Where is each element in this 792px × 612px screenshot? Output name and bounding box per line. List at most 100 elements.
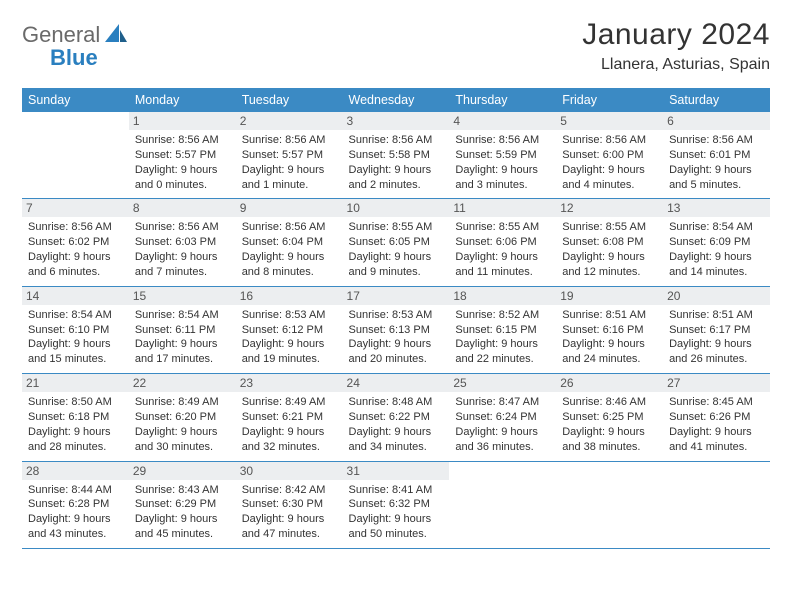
- day-number: 22: [129, 374, 236, 392]
- calendar-day-cell: 24Sunrise: 8:48 AMSunset: 6:22 PMDayligh…: [343, 374, 450, 461]
- daylight-line: Daylight: 9 hours and 4 minutes.: [562, 163, 657, 193]
- weekday-header: Saturday: [663, 88, 770, 112]
- logo-text: General Blue: [22, 24, 127, 70]
- calendar-week-row: 28Sunrise: 8:44 AMSunset: 6:28 PMDayligh…: [22, 461, 770, 548]
- calendar-week-row: 1 Sunrise: 8:56 AM Sunset: 5:57 PM Daylight…: [22, 112, 770, 199]
- daylight-line: Daylight: 9 hours and 2 minutes.: [349, 163, 444, 193]
- calendar-day-cell: 16Sunrise: 8:53 AMSunset: 6:12 PMDayligh…: [236, 286, 343, 373]
- calendar-day-cell: 2Sunrise: 8:56 AMSunset: 5:57 PMDaylight…: [236, 112, 343, 199]
- day-number: 20: [663, 287, 770, 305]
- calendar-week-row: 7Sunrise: 8:56 AMSunset: 6:02 PMDaylight…: [22, 199, 770, 286]
- daylight-line: Daylight: 9 hours and 6 minutes.: [28, 250, 123, 280]
- sunset-line: Sunset: 6:29 PM: [135, 497, 230, 512]
- daylight-line: Daylight: 9 hours and 22 minutes.: [455, 337, 550, 367]
- sunset-line: Sunset: 6:15 PM: [455, 323, 550, 338]
- day-number: 11: [449, 199, 556, 217]
- calendar-week-row: 21Sunrise: 8:50 AMSunset: 6:18 PMDayligh…: [22, 374, 770, 461]
- sunset-line: Sunset: 6:24 PM: [455, 410, 550, 425]
- daylight-line: Daylight: 9 hours and 47 minutes.: [242, 512, 337, 542]
- sunrise-line: Sunrise: 8:49 AM: [135, 395, 230, 410]
- calendar-day-cell: 28Sunrise: 8:44 AMSunset: 6:28 PMDayligh…: [22, 461, 129, 548]
- daylight-line: Daylight: 9 hours and 7 minutes.: [135, 250, 230, 280]
- calendar-day-cell: 19Sunrise: 8:51 AMSunset: 6:16 PMDayligh…: [556, 286, 663, 373]
- calendar-day-cell: 15Sunrise: 8:54 AMSunset: 6:11 PMDayligh…: [129, 286, 236, 373]
- page-title: January 2024: [582, 18, 770, 52]
- day-number: 27: [663, 374, 770, 392]
- sunset-line: Sunset: 6:20 PM: [135, 410, 230, 425]
- sunset-line: Sunset: 6:02 PM: [28, 235, 123, 250]
- sunset-line: Sunset: 6:13 PM: [349, 323, 444, 338]
- calendar-body: 1 Sunrise: 8:56 AM Sunset: 5:57 PM Daylight…: [22, 112, 770, 548]
- day-number: 15: [129, 287, 236, 305]
- calendar-day-cell: 5Sunrise: 8:56 AMSunset: 6:00 PMDaylight…: [556, 112, 663, 199]
- sunrise-line: Sunrise: 8:56 AM: [669, 133, 764, 148]
- daylight-line: Daylight: 9 hours and 8 minutes.: [242, 250, 337, 280]
- sunrise-line: Sunrise: 8:41 AM: [349, 483, 444, 498]
- sunset-line: Sunset: 6:05 PM: [349, 235, 444, 250]
- location-subtitle: Llanera, Asturias, Spain: [582, 56, 770, 74]
- daylight-line: Daylight: 9 hours and 28 minutes.: [28, 425, 123, 455]
- page: General Blue January 2024 Llanera, Astur…: [0, 0, 792, 567]
- sunset-line: Sunset: 6:01 PM: [669, 148, 764, 163]
- sunrise-line: Sunrise: 8:54 AM: [669, 220, 764, 235]
- sunset-line: Sunset: 6:04 PM: [242, 235, 337, 250]
- day-number: 4: [449, 112, 556, 130]
- sunset-line: Sunset: 6:30 PM: [242, 497, 337, 512]
- day-number: 3: [343, 112, 450, 130]
- sunset-line: Sunset: 6:32 PM: [349, 497, 444, 512]
- sunset-line: Sunset: 6:10 PM: [28, 323, 123, 338]
- sunrise-line: Sunrise: 8:42 AM: [242, 483, 337, 498]
- day-number: 12: [556, 199, 663, 217]
- logo: General Blue: [22, 18, 127, 70]
- calendar-day-cell: 8Sunrise: 8:56 AMSunset: 6:03 PMDaylight…: [129, 199, 236, 286]
- calendar-day-cell: 23Sunrise: 8:49 AMSunset: 6:21 PMDayligh…: [236, 374, 343, 461]
- day-number: 1: [129, 112, 236, 130]
- weekday-header: Monday: [129, 88, 236, 112]
- sunrise-line: Sunrise: 8:51 AM: [669, 308, 764, 323]
- day-number: 16: [236, 287, 343, 305]
- sunrise-line: Sunrise: 8:51 AM: [562, 308, 657, 323]
- daylight-line: Daylight: 9 hours and 45 minutes.: [135, 512, 230, 542]
- daylight-line: Daylight: 9 hours and 30 minutes.: [135, 425, 230, 455]
- sunset-line: Sunset: 6:00 PM: [562, 148, 657, 163]
- day-number: 25: [449, 374, 556, 392]
- day-number: 21: [22, 374, 129, 392]
- daylight-line: Daylight: 9 hours and 50 minutes.: [349, 512, 444, 542]
- daylight-line: Daylight: 9 hours and 9 minutes.: [349, 250, 444, 280]
- day-number: 24: [343, 374, 450, 392]
- daylight-line: Daylight: 9 hours and 26 minutes.: [669, 337, 764, 367]
- logo-word1: General: [22, 22, 100, 47]
- sunset-line: Sunset: 6:03 PM: [135, 235, 230, 250]
- calendar-day-cell: [449, 461, 556, 548]
- calendar-table: Sunday Monday Tuesday Wednesday Thursday…: [22, 88, 770, 549]
- sunset-line: Sunset: 6:18 PM: [28, 410, 123, 425]
- sunrise-line: Sunrise: 8:44 AM: [28, 483, 123, 498]
- daylight-line: Daylight: 9 hours and 24 minutes.: [562, 337, 657, 367]
- sunrise-line: Sunrise: 8:47 AM: [455, 395, 550, 410]
- daylight-line: Daylight: 9 hours and 15 minutes.: [28, 337, 123, 367]
- weekday-header: Tuesday: [236, 88, 343, 112]
- daylight-line: Daylight: 9 hours and 20 minutes.: [349, 337, 444, 367]
- day-number: 10: [343, 199, 450, 217]
- day-number: 17: [343, 287, 450, 305]
- sunset-line: Sunset: 6:06 PM: [455, 235, 550, 250]
- sunrise-line: Sunrise: 8:56 AM: [455, 133, 550, 148]
- calendar-day-cell: 21Sunrise: 8:50 AMSunset: 6:18 PMDayligh…: [22, 374, 129, 461]
- weekday-header-row: Sunday Monday Tuesday Wednesday Thursday…: [22, 88, 770, 112]
- calendar-day-cell: 9Sunrise: 8:56 AMSunset: 6:04 PMDaylight…: [236, 199, 343, 286]
- sunrise-line: Sunrise: 8:54 AM: [135, 308, 230, 323]
- daylight-line: Daylight: 9 hours and 41 minutes.: [669, 425, 764, 455]
- sunrise-line: Sunrise: 8:43 AM: [135, 483, 230, 498]
- calendar-day-cell: 6Sunrise: 8:56 AMSunset: 6:01 PMDaylight…: [663, 112, 770, 199]
- calendar-day-cell: 30 Sunrise: 8:42 AMSunset: 6:30 PMDayligh…: [236, 461, 343, 548]
- day-number: 29: [129, 462, 236, 480]
- sunset-line: Sunset: 6:25 PM: [562, 410, 657, 425]
- sunset-line: Sunset: 5:57 PM: [135, 148, 230, 163]
- calendar-day-cell: 1Sunrise: 8:56 AMSunset: 5:57 PMDaylight…: [129, 112, 236, 199]
- day-number: 28: [22, 462, 129, 480]
- daylight-line: Daylight: 9 hours and 43 minutes.: [28, 512, 123, 542]
- sunrise-line: Sunrise: 8:53 AM: [349, 308, 444, 323]
- calendar-day-cell: 22 Sunrise: 8:49 AMSunset: 6:20 PMDayligh…: [129, 374, 236, 461]
- sunset-line: Sunset: 6:11 PM: [135, 323, 230, 338]
- day-number: 30: [236, 462, 343, 480]
